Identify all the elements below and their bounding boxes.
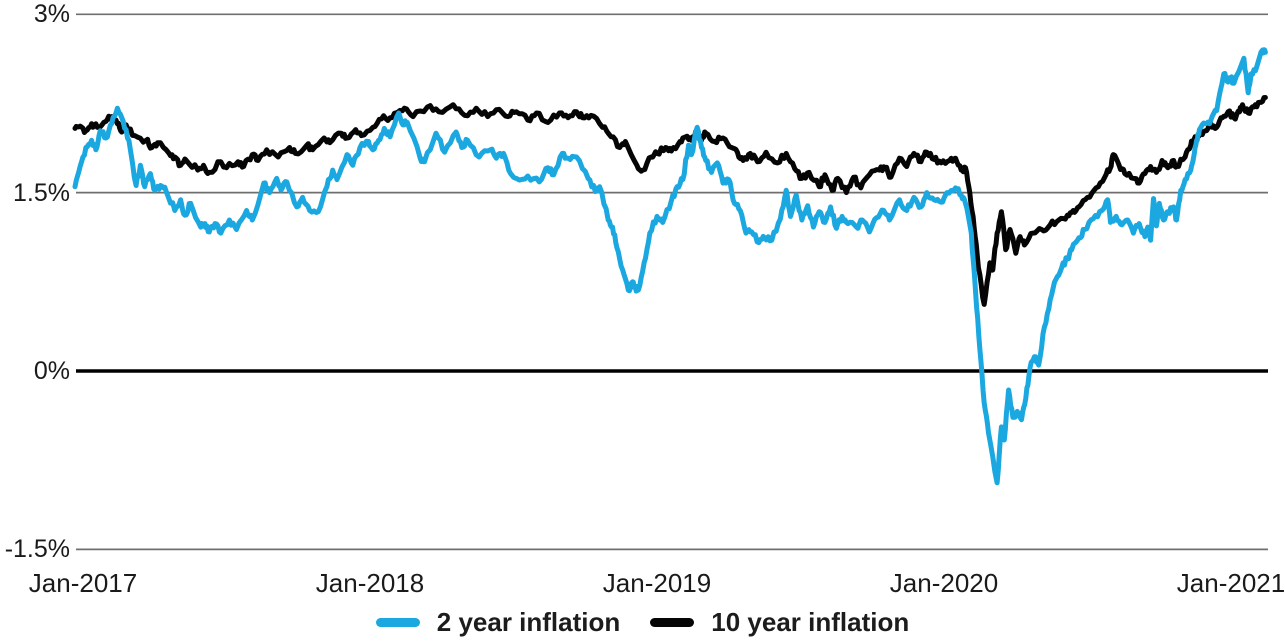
y-tick-label: 1.5% xyxy=(13,178,70,207)
legend-label-2-year: 2 year inflation xyxy=(436,607,621,637)
legend: 2 year inflation 10 year inflation xyxy=(0,607,1285,638)
x-tick-label: Jan-2017 xyxy=(28,568,138,598)
series-line-10-year-inflation xyxy=(72,95,1268,307)
series-line-2-year-inflation xyxy=(72,47,1268,486)
x-tick-label: Jan-2018 xyxy=(315,568,425,598)
x-tick-label: Jan-2019 xyxy=(602,568,712,598)
legend-item-2-year-inflation: 2 year inflation xyxy=(375,607,621,638)
plot-area xyxy=(72,13,1268,551)
legend-swatch-2-year-icon xyxy=(375,618,420,627)
x-tick-label: Jan-2020 xyxy=(889,568,999,598)
y-tick-label: 0% xyxy=(33,357,70,385)
legend-swatch-10-year-icon xyxy=(650,618,695,627)
y-tick-label: 3% xyxy=(33,0,70,29)
x-tick-label: Jan-2021 xyxy=(1176,568,1285,598)
legend-label-10-year: 10 year inflation xyxy=(711,607,910,637)
y-tick-label: -1.5% xyxy=(4,535,70,564)
legend-item-10-year-inflation: 10 year inflation xyxy=(650,607,909,638)
